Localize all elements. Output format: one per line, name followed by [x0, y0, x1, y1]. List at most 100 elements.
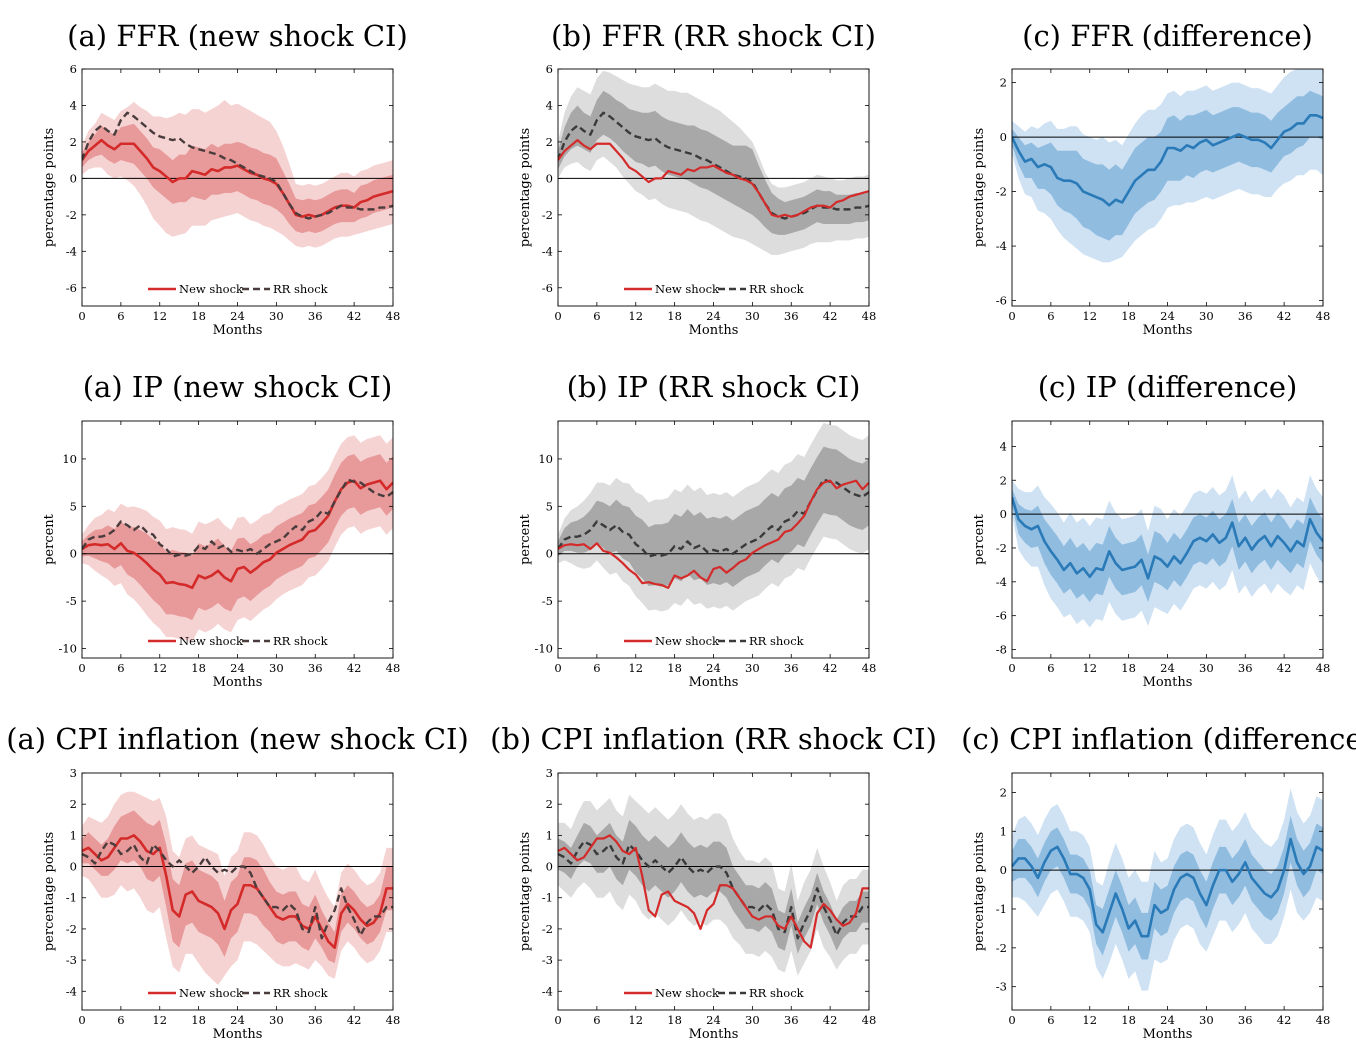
x-tick-label: 42: [1277, 309, 1292, 323]
plot-area: [1012, 69, 1323, 263]
x-tick-label: 12: [152, 1013, 167, 1027]
y-tick-label: 4: [70, 98, 77, 112]
x-tick-label: 0: [1008, 1013, 1015, 1027]
x-tick-label: 30: [745, 661, 760, 675]
legend-label-new-shock: New shock: [655, 986, 720, 1000]
y-tick-label: -10: [58, 642, 77, 656]
y-tick-label: -4: [996, 239, 1007, 253]
y-tick-label: 2: [546, 135, 553, 149]
panel-title: (b) IP (RR shock CI): [567, 370, 861, 404]
legend: New shock RR shock: [624, 282, 805, 296]
y-tick-label: 0: [70, 171, 77, 185]
chart-panel-cpi-rr: (b) CPI inflation (RR shock CI)0 6 12 18 24 3…: [490, 722, 937, 1042]
confidence-band-inner: [1012, 815, 1323, 960]
y-tick-label: 3: [546, 766, 553, 780]
legend: New shock RR shock: [624, 634, 805, 648]
x-tick-label: 48: [1316, 661, 1331, 675]
y-tick-label: -3: [66, 953, 77, 967]
plot-area: [1012, 475, 1323, 628]
series-line-difference: [1012, 114, 1323, 207]
confidence-band-inner: [1012, 90, 1323, 241]
x-tick-label: 24: [230, 1013, 245, 1027]
x-tick-label: 18: [667, 661, 682, 675]
y-tick-label: 2: [1000, 785, 1007, 799]
x-tick-label: 42: [823, 661, 838, 675]
y-tick-label: -6: [996, 609, 1007, 623]
y-tick-label: 0: [70, 547, 77, 561]
x-tick-label: 0: [1008, 661, 1015, 675]
legend: New shock RR shock: [624, 986, 805, 1000]
x-tick-label: 30: [745, 309, 760, 323]
x-tick-label: 6: [117, 309, 124, 323]
x-tick-label: 18: [667, 1013, 682, 1027]
x-axis-label: Months: [689, 323, 739, 338]
legend-label-new-shock: New shock: [179, 282, 244, 296]
x-tick-label: 36: [308, 661, 323, 675]
x-tick-label: 12: [1082, 1013, 1097, 1027]
y-tick-label: -6: [66, 281, 77, 295]
y-axis-label: percentage points: [518, 128, 533, 247]
x-tick-label: 24: [1160, 309, 1175, 323]
x-tick-label: 6: [593, 1013, 600, 1027]
x-tick-label: 42: [347, 1013, 362, 1027]
x-tick-label: 18: [1121, 661, 1136, 675]
x-tick-label: 36: [1238, 661, 1253, 675]
y-tick-label: -2: [66, 208, 77, 222]
y-tick-label: -8: [996, 643, 1007, 657]
x-tick-label: 48: [862, 1013, 877, 1027]
y-tick-label: -6: [542, 281, 553, 295]
y-tick-label: -1: [996, 902, 1007, 916]
plot-area: [558, 70, 869, 255]
series-line-difference: [1012, 496, 1323, 580]
chart-panel-cpi-new: (a) CPI inflation (new shock CI)0 6 12 18 24…: [6, 722, 469, 1042]
legend: New shock RR shock: [148, 634, 329, 648]
panel-title: (c) FFR (difference): [1022, 19, 1313, 53]
plot-area: [1012, 788, 1323, 991]
y-tick-label: 2: [1000, 76, 1007, 90]
x-tick-label: 12: [152, 661, 167, 675]
panel-title: (b) FFR (RR shock CI): [551, 19, 876, 53]
x-tick-label: 24: [706, 1013, 721, 1027]
x-tick-label: 0: [78, 661, 85, 675]
y-tick-label: 5: [70, 499, 77, 513]
series-line-new-shock: [558, 139, 869, 218]
series-line-new-shock: [558, 479, 869, 589]
y-tick-label: 6: [546, 62, 553, 76]
x-axis-label: Months: [689, 1027, 739, 1042]
series-line-new-shock: [558, 834, 869, 949]
panel-title: (a) FFR (new shock CI): [67, 19, 408, 53]
x-axis-label: Months: [1143, 675, 1193, 690]
x-tick-label: 42: [1277, 661, 1292, 675]
y-tick-label: 2: [1000, 473, 1007, 487]
chart-panel-cpi-diff: (c) CPI inflation (difference)0 6 12 18 24 30…: [961, 722, 1356, 1042]
x-axis-label: Months: [213, 675, 263, 690]
series-line-new-shock: [82, 479, 393, 590]
legend-label-rr-shock: RR shock: [749, 282, 805, 296]
y-tick-label: 10: [62, 452, 77, 466]
confidence-band-inner: [558, 819, 869, 954]
x-tick-label: 36: [1238, 309, 1253, 323]
y-tick-label: 1: [1000, 824, 1007, 838]
x-tick-label: 6: [1047, 1013, 1054, 1027]
y-tick-label: 2: [70, 135, 77, 149]
x-tick-label: 24: [1160, 661, 1175, 675]
x-tick-label: 12: [628, 661, 643, 675]
confidence-band-inner: [82, 454, 393, 621]
y-axis-label: percentage points: [518, 832, 533, 951]
y-axis-label: percent: [42, 513, 57, 565]
x-tick-label: 18: [191, 661, 206, 675]
x-tick-label: 36: [308, 1013, 323, 1027]
x-tick-label: 24: [1160, 1013, 1175, 1027]
plot-area: [82, 99, 393, 248]
x-tick-label: 42: [1277, 1013, 1292, 1027]
x-tick-label: 36: [308, 309, 323, 323]
chart-panel-ffr-new: (a) FFR (new shock CI)0 6 12 18 24 30 36 42 48-6…: [42, 19, 408, 338]
series-line-rr-shock: [82, 840, 393, 940]
x-tick-label: 30: [1199, 309, 1214, 323]
panel-title: (a) CPI inflation (new shock CI): [6, 722, 469, 756]
x-tick-label: 30: [269, 1013, 284, 1027]
x-tick-label: 0: [78, 309, 85, 323]
x-tick-label: 0: [554, 1013, 561, 1027]
legend-label-new-shock: New shock: [179, 986, 244, 1000]
x-tick-label: 48: [386, 661, 401, 675]
